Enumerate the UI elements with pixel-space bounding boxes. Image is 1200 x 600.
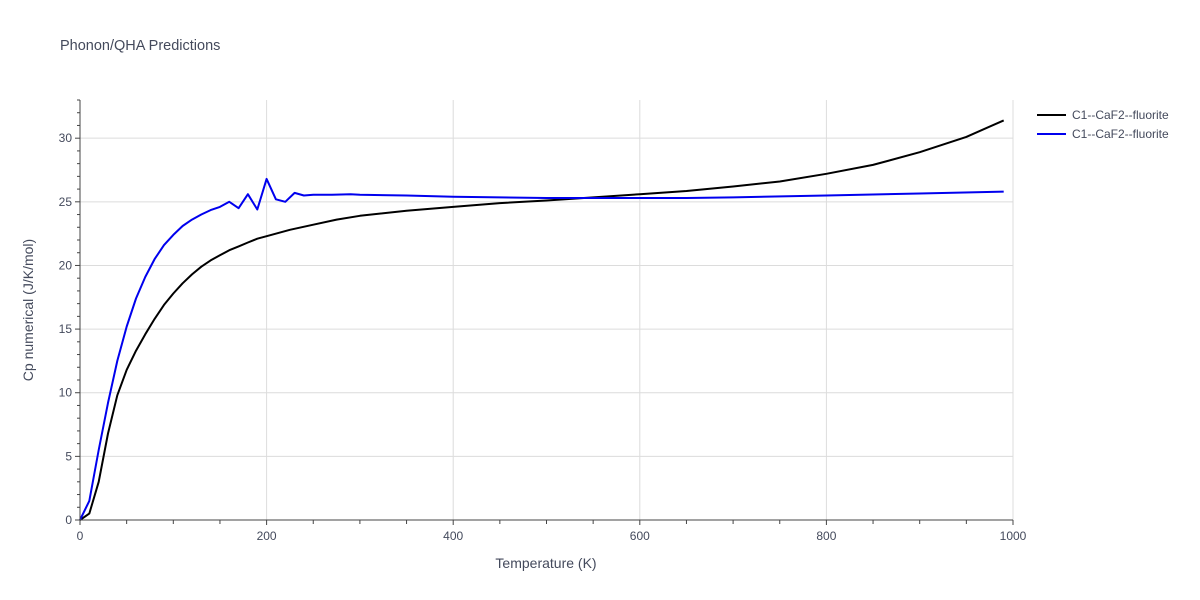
y-tick-label: 25 [59, 195, 73, 209]
legend[interactable]: C1--CaF2--fluorite C1--CaF2--fluorite [1037, 108, 1169, 141]
x-tick-label: 400 [443, 529, 463, 543]
axes: 0 200 400 600 800 1000 0 5 10 15 20 25 30 [59, 99, 1027, 543]
y-tick-label: 15 [59, 322, 73, 336]
series-line-2 [79, 177, 1004, 521]
grid-lines [80, 100, 1014, 520]
series-line-1 [79, 119, 1005, 521]
x-tick-label: 200 [257, 529, 277, 543]
x-tick-label: 600 [630, 529, 650, 543]
x-tick-label: 0 [77, 529, 84, 543]
legend-label: C1--CaF2--fluorite [1072, 127, 1169, 141]
chart-title: Phonon/QHA Predictions [60, 38, 220, 54]
legend-item-2[interactable]: C1--CaF2--fluorite [1037, 127, 1169, 141]
x-tick-label: 800 [816, 529, 836, 543]
x-axis-title: Temperature (K) [495, 555, 596, 571]
y-tick-label: 5 [65, 449, 72, 463]
y-axis-title: Cp numerical (J/K/mol) [20, 239, 36, 381]
y-tick-label: 0 [65, 513, 72, 527]
x-tick-label: 1000 [1000, 529, 1027, 543]
legend-item-1[interactable]: C1--CaF2--fluorite [1037, 108, 1169, 122]
y-tick-label: 20 [59, 258, 73, 272]
legend-label: C1--CaF2--fluorite [1072, 108, 1169, 122]
series-layer [79, 119, 1005, 521]
y-tick-label: 10 [59, 386, 73, 400]
y-tick-label: 30 [59, 131, 73, 145]
